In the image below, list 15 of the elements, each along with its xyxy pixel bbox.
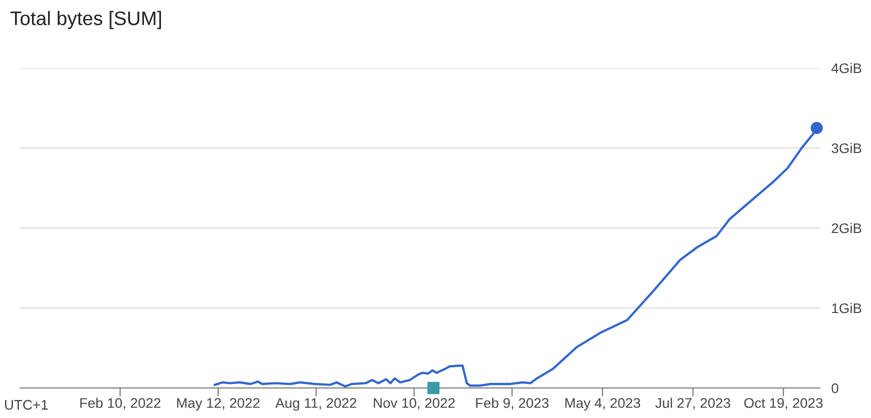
x-tick-label: May 12, 2022 [177, 398, 260, 411]
y-tick-label: 2GiB [832, 222, 862, 234]
x-tick-label: Aug 11, 2022 [275, 398, 356, 411]
x-tick-label: Feb 9, 2023 [476, 398, 549, 410]
y-tick-label: 3GiB [832, 142, 862, 154]
x-tick-label: Feb 10, 2022 [80, 398, 160, 410]
text: UTC+1 [5, 400, 48, 410]
x-tick-label: Nov 10, 2022 [374, 398, 455, 410]
y-tick-label: 4GiB [831, 62, 862, 74]
x-tick-label: Oct 19, 2023 [744, 398, 823, 410]
y-tick-label: 0 [832, 383, 838, 394]
x-tick-label: May 4, 2023 [565, 398, 640, 411]
y-tick-label: 1GiB [832, 302, 862, 314]
x-tick-label: Jul 27, 2023 [655, 398, 730, 410]
chart-title: Total bytes [SUM] [10, 10, 161, 30]
